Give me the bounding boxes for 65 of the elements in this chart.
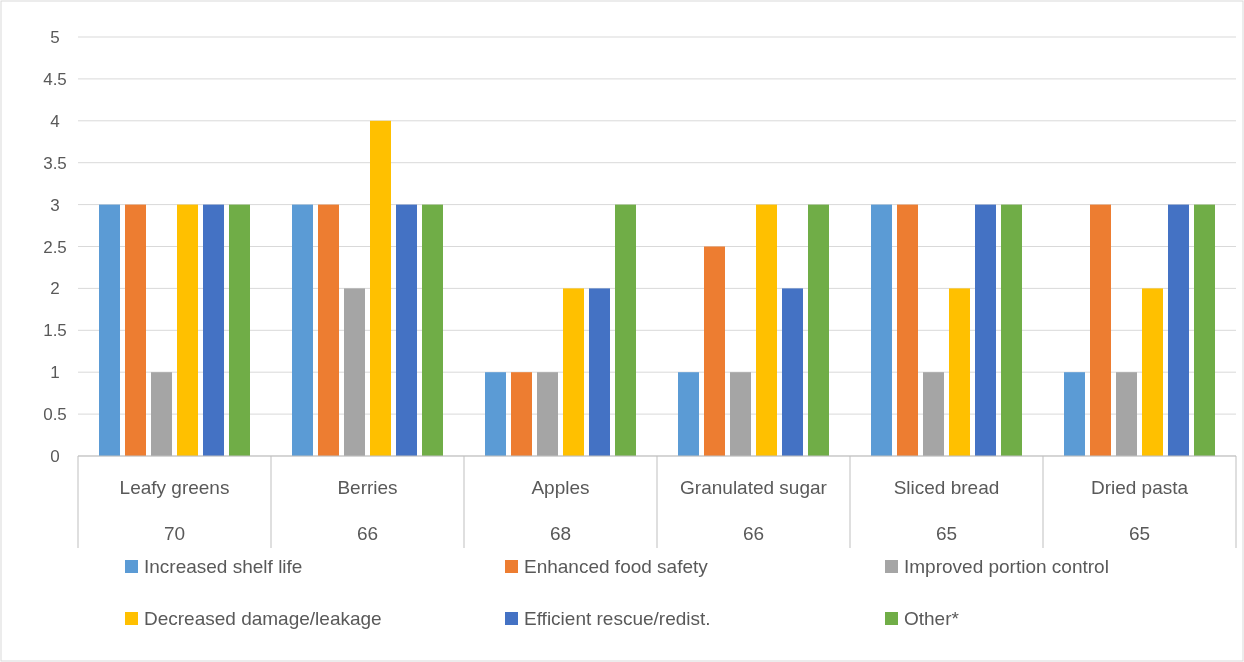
- legend-label: Increased shelf life: [144, 556, 303, 577]
- y-tick-label: 1.5: [43, 321, 67, 341]
- y-tick-label: 0.5: [43, 405, 67, 425]
- bar: [563, 288, 584, 456]
- bar: [782, 288, 803, 456]
- bar: [1194, 204, 1215, 456]
- legend-label: Enhanced food safety: [524, 556, 709, 577]
- x-tick-label: Granulated sugar: [680, 477, 828, 498]
- bar: [615, 204, 636, 456]
- y-tick-label: 4: [50, 111, 60, 131]
- y-tick-label: 2.5: [43, 237, 67, 257]
- bar: [1168, 204, 1189, 456]
- legend-label: Improved portion control: [904, 556, 1109, 577]
- x-tick-label: Sliced bread: [893, 477, 1000, 498]
- bar: [808, 204, 829, 456]
- bar: [756, 204, 777, 456]
- text: 65: [935, 523, 958, 544]
- bar: [177, 204, 198, 456]
- y-tick-label: 1: [50, 363, 60, 383]
- bar: [678, 372, 699, 456]
- bar: [292, 204, 313, 456]
- text: 68: [549, 523, 572, 544]
- bar: [344, 288, 365, 456]
- legend-label: Other*: [904, 608, 960, 629]
- bar: [396, 204, 417, 456]
- x-tick-label: Berries: [337, 477, 398, 498]
- bar: [1116, 372, 1137, 456]
- bar: [99, 204, 120, 456]
- bar: [1090, 204, 1111, 456]
- text: 70: [163, 523, 186, 544]
- text: 66: [356, 523, 379, 544]
- bar: [151, 372, 172, 456]
- x-tick-label: Apples: [531, 477, 590, 498]
- bar: [537, 372, 558, 456]
- y-tick-label: 5: [50, 28, 60, 47]
- text: 66: [742, 523, 765, 544]
- bar: [203, 204, 224, 456]
- bar: [871, 204, 892, 456]
- text: 65: [1128, 523, 1151, 544]
- x-tick-label: Leafy greens: [119, 477, 230, 498]
- bar: [485, 372, 506, 456]
- bar: [229, 204, 250, 456]
- y-tick-label: 4.5: [43, 69, 67, 89]
- bar: [370, 120, 391, 456]
- bar: [318, 204, 339, 456]
- x-tick-label: Dried pasta: [1090, 477, 1189, 498]
- bar: [125, 204, 146, 456]
- y-tick-label: 3: [50, 195, 60, 215]
- bar: [730, 372, 751, 456]
- bar: [1001, 204, 1022, 456]
- bar: [422, 204, 443, 456]
- legend-label: Efficient rescue/redist.: [524, 608, 711, 629]
- bar: [511, 372, 532, 456]
- bar: [897, 204, 918, 456]
- y-tick-label: 0: [50, 447, 60, 466]
- bar: [975, 204, 996, 456]
- y-tick-label: 3.5: [43, 153, 67, 173]
- bar: [704, 246, 725, 456]
- bar: [1142, 288, 1163, 456]
- bar: [923, 372, 944, 456]
- y-tick-label: 2: [50, 279, 60, 299]
- legend-label: Decreased damage/leakage: [144, 608, 382, 629]
- bar: [1064, 372, 1085, 456]
- bar: [949, 288, 970, 456]
- bar: [589, 288, 610, 456]
